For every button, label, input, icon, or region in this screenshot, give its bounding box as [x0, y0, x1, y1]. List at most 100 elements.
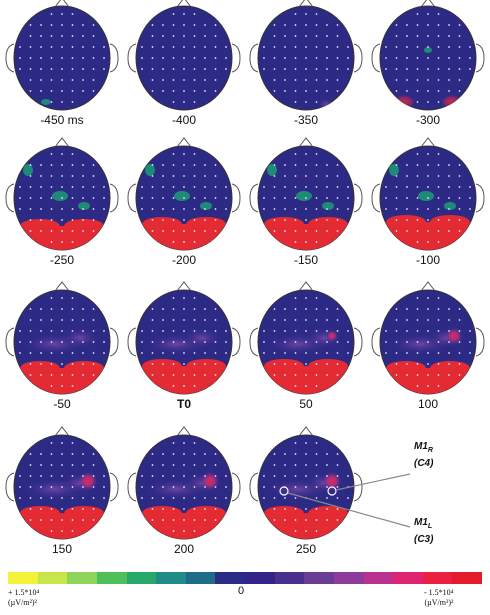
electrode-c3-marker — [279, 486, 289, 496]
nose-icon — [176, 281, 192, 292]
scalp-map — [371, 281, 485, 395]
time-label: -100 — [415, 253, 441, 267]
time-label: 150 — [51, 542, 73, 556]
scalp-map — [249, 281, 363, 395]
colorbar-left-label: + 1.5*10⁴ (µV/m²)² — [8, 588, 39, 608]
colorbar-right-value: - 1.5*10⁴ — [424, 588, 454, 597]
colorbar-left-value: + 1.5*10⁴ — [8, 588, 40, 597]
right-ear-icon — [353, 43, 363, 73]
colorbar-swatch — [393, 572, 423, 584]
colorbar-zero-label: 0 — [238, 585, 245, 597]
nose-icon — [54, 137, 70, 148]
left-ear-icon — [5, 472, 15, 502]
time-label: -250 — [49, 253, 75, 267]
right-ear-icon — [353, 327, 363, 357]
annotation-line-m1-left — [287, 492, 411, 528]
colorbar-swatch — [8, 572, 38, 584]
right-ear-icon — [475, 327, 485, 357]
colorbar-swatch — [422, 572, 453, 584]
right-ear-icon — [109, 327, 119, 357]
time-label: 100 — [417, 397, 439, 411]
right-ear-icon — [109, 472, 119, 502]
colorbar-swatch — [452, 572, 482, 584]
scalp-map — [127, 0, 241, 111]
nose-icon — [176, 137, 192, 148]
left-ear-icon — [249, 183, 259, 213]
scalp-map — [127, 281, 241, 395]
scalp-map — [5, 281, 119, 395]
electrode-grid — [141, 13, 227, 103]
electrode-c4-marker — [327, 486, 337, 496]
colorbar-swatch — [67, 572, 97, 584]
annotation-m1-left-electrode: (C3) — [414, 534, 434, 545]
right-ear-icon — [109, 183, 119, 213]
time-label: -50 — [53, 397, 71, 411]
colorbar-left-unit: (µV/m²)² — [8, 598, 37, 607]
right-ear-icon — [353, 472, 363, 502]
time-label: -350 — [293, 113, 319, 127]
scalp-map — [127, 137, 241, 251]
left-ear-icon — [127, 183, 137, 213]
right-ear-icon — [109, 43, 119, 73]
scalp-map — [5, 0, 119, 111]
electrode-grid — [19, 297, 105, 387]
nose-icon — [298, 426, 314, 437]
electrode-grid — [385, 153, 471, 243]
left-ear-icon — [371, 183, 381, 213]
colorbar-swatch — [126, 572, 157, 584]
left-ear-icon — [5, 183, 15, 213]
scalp-map — [371, 137, 485, 251]
scalp-map — [371, 0, 485, 111]
left-ear-icon — [371, 43, 381, 73]
time-label: -450 ms — [40, 113, 84, 127]
right-ear-icon — [475, 43, 485, 73]
annotation-m1-left-sub: L — [427, 523, 433, 530]
colorbar-swatch — [274, 572, 305, 584]
left-ear-icon — [5, 43, 15, 73]
left-ear-icon — [127, 43, 137, 73]
scalp-map — [249, 426, 363, 540]
left-ear-icon — [249, 327, 259, 357]
electrode-grid — [141, 297, 227, 387]
nose-icon — [420, 0, 436, 8]
colorbar-swatch — [304, 572, 334, 584]
right-ear-icon — [231, 472, 241, 502]
electrode-grid — [141, 442, 227, 532]
nose-icon — [420, 281, 436, 292]
scalp-map — [127, 426, 241, 540]
time-label: T0 — [176, 397, 191, 411]
left-ear-icon — [249, 43, 259, 73]
nose-icon — [176, 426, 192, 437]
annotation-line-m1-right — [335, 473, 411, 491]
left-ear-icon — [5, 327, 15, 357]
right-ear-icon — [231, 327, 241, 357]
left-ear-icon — [249, 472, 259, 502]
scalp-map — [5, 426, 119, 540]
annotation-m1-right-label: M1 — [414, 441, 428, 452]
annotation-m1-left-label: M1 — [414, 517, 428, 528]
colorbar-swatch — [156, 572, 186, 584]
electrode-grid — [385, 13, 471, 103]
electrode-grid — [263, 13, 349, 103]
right-ear-icon — [475, 183, 485, 213]
colorbar-swatch — [215, 572, 245, 584]
left-ear-icon — [127, 472, 137, 502]
annotation-m1-left: M1L (C3) — [414, 516, 433, 546]
electrode-grid — [19, 442, 105, 532]
nose-icon — [298, 137, 314, 148]
electrode-grid — [19, 153, 105, 243]
nose-icon — [298, 0, 314, 8]
electrode-grid — [19, 13, 105, 103]
scalp-map — [5, 137, 119, 251]
time-label: -200 — [171, 253, 197, 267]
scalp-map — [249, 137, 363, 251]
colorbar-swatch — [363, 572, 394, 584]
time-label: -150 — [293, 253, 319, 267]
nose-icon — [420, 137, 436, 148]
electrode-grid — [141, 153, 227, 243]
electrode-grid — [263, 297, 349, 387]
colorbar-swatch — [96, 572, 127, 584]
electrode-grid — [263, 442, 349, 532]
scalp-map — [249, 0, 363, 111]
time-label: 50 — [299, 397, 313, 411]
